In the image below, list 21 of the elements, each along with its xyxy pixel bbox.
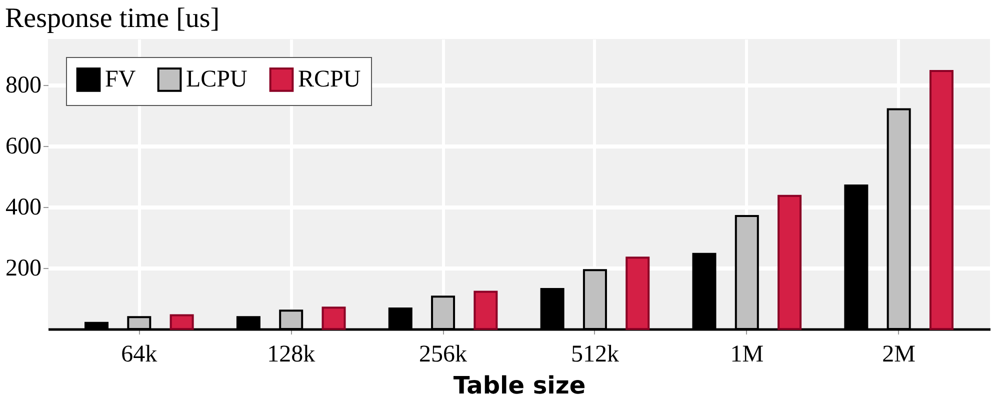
bar [929, 70, 954, 330]
bar [474, 290, 498, 330]
x-tick-label: 128k [267, 342, 316, 368]
bar [626, 256, 650, 330]
y-tick-label: 400 [6, 194, 42, 220]
legend-label: FV [105, 66, 136, 93]
chart-title: Response time [us] [5, 3, 220, 34]
y-tick-label: 800 [6, 72, 42, 98]
x-tick-label: 2M [882, 342, 916, 368]
x-tick-label: 64k [121, 342, 158, 368]
bar [322, 306, 346, 330]
x-tick-label: 1M [730, 342, 764, 368]
x-tick-label: 256k [419, 342, 468, 368]
legend-label: RCPU [298, 66, 361, 93]
y-tick-label: 200 [6, 255, 42, 282]
legend-label: LCPU [186, 66, 248, 93]
x-axis-title: Table size [453, 372, 586, 400]
bar [170, 314, 194, 330]
y-tick-label: 600 [6, 133, 42, 160]
x-tick-label: 512k [570, 342, 619, 368]
bar [778, 194, 802, 330]
